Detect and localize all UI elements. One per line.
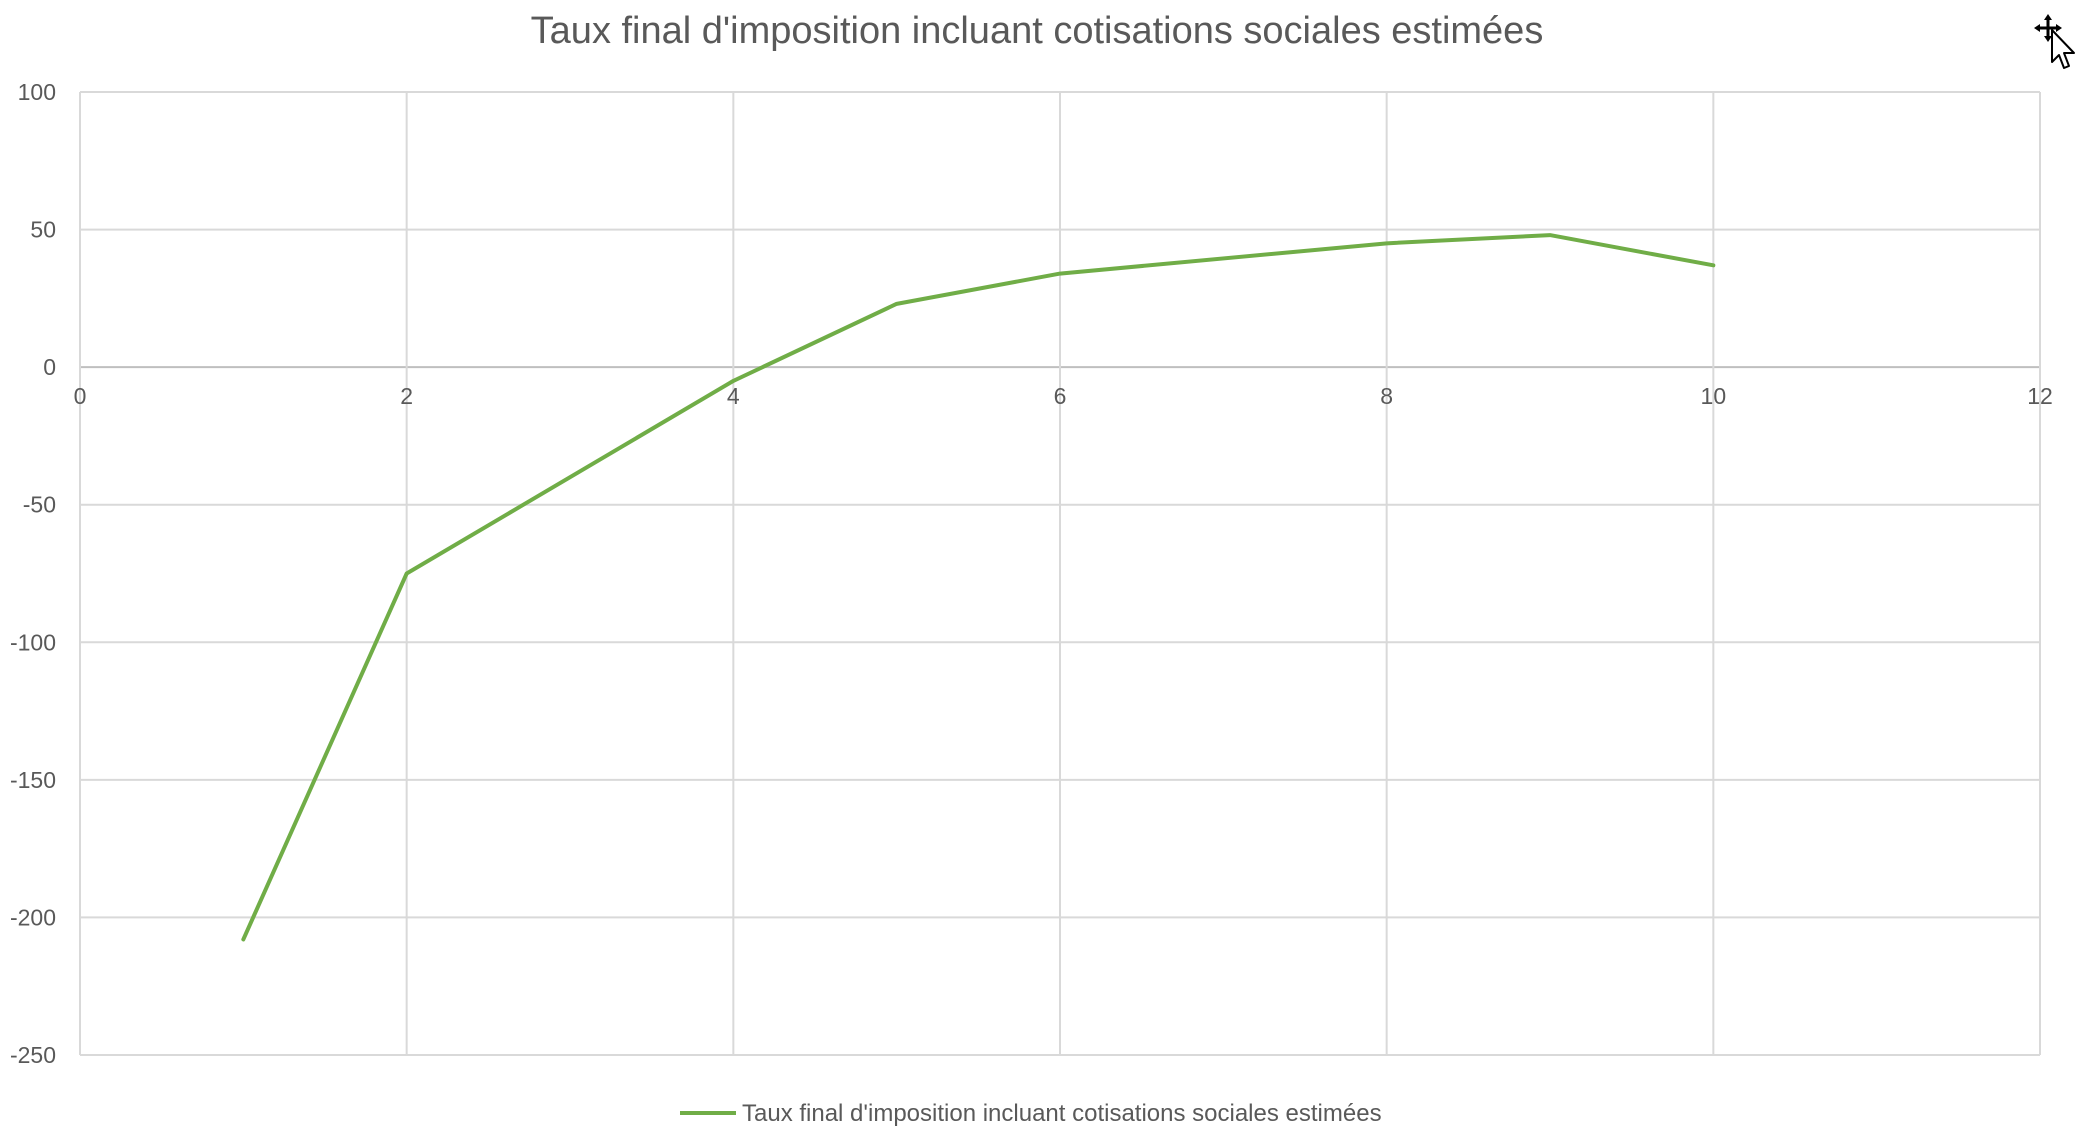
data-point — [1059, 273, 1061, 275]
series-layer — [241, 233, 1716, 942]
x-tick-label: 0 — [74, 383, 87, 409]
axis-tick-labels: 100 50 0 -50 -100 -150 -200 -250 0 2 4 6 8 10 12 — [10, 79, 2053, 1068]
data-point — [1386, 242, 1388, 244]
y-tick-label: 100 — [18, 79, 56, 105]
data-point — [1712, 264, 1714, 266]
x-tick-label: 2 — [400, 383, 413, 409]
grid — [79, 91, 2041, 1056]
move-cursor-icon — [2034, 14, 2075, 69]
x-tick-label: 6 — [1054, 383, 1067, 409]
data-point — [1549, 234, 1551, 236]
x-tick-label: 10 — [1701, 383, 1727, 409]
y-tick-label: 50 — [30, 217, 56, 243]
data-point — [242, 938, 244, 940]
series-line — [241, 233, 1716, 942]
chart-title: Taux final d'imposition incluant cotisat… — [531, 10, 1544, 52]
x-tick-label: 4 — [727, 383, 740, 409]
x-tick-label: 8 — [1380, 383, 1393, 409]
x-tick-label: 12 — [2027, 383, 2053, 409]
y-tick-label: -50 — [23, 492, 56, 518]
legend-label: Taux final d'imposition incluant cotisat… — [742, 1100, 1382, 1127]
y-tick-label: -100 — [10, 629, 56, 655]
legend: Taux final d'imposition incluant cotisat… — [680, 1100, 1382, 1127]
data-point — [406, 573, 408, 574]
y-tick-label: -250 — [10, 1042, 56, 1068]
y-tick-label: 0 — [43, 354, 56, 380]
y-tick-label: -150 — [10, 767, 56, 793]
y-tick-label: -200 — [10, 904, 56, 930]
data-point — [896, 303, 898, 305]
data-point — [732, 380, 734, 382]
